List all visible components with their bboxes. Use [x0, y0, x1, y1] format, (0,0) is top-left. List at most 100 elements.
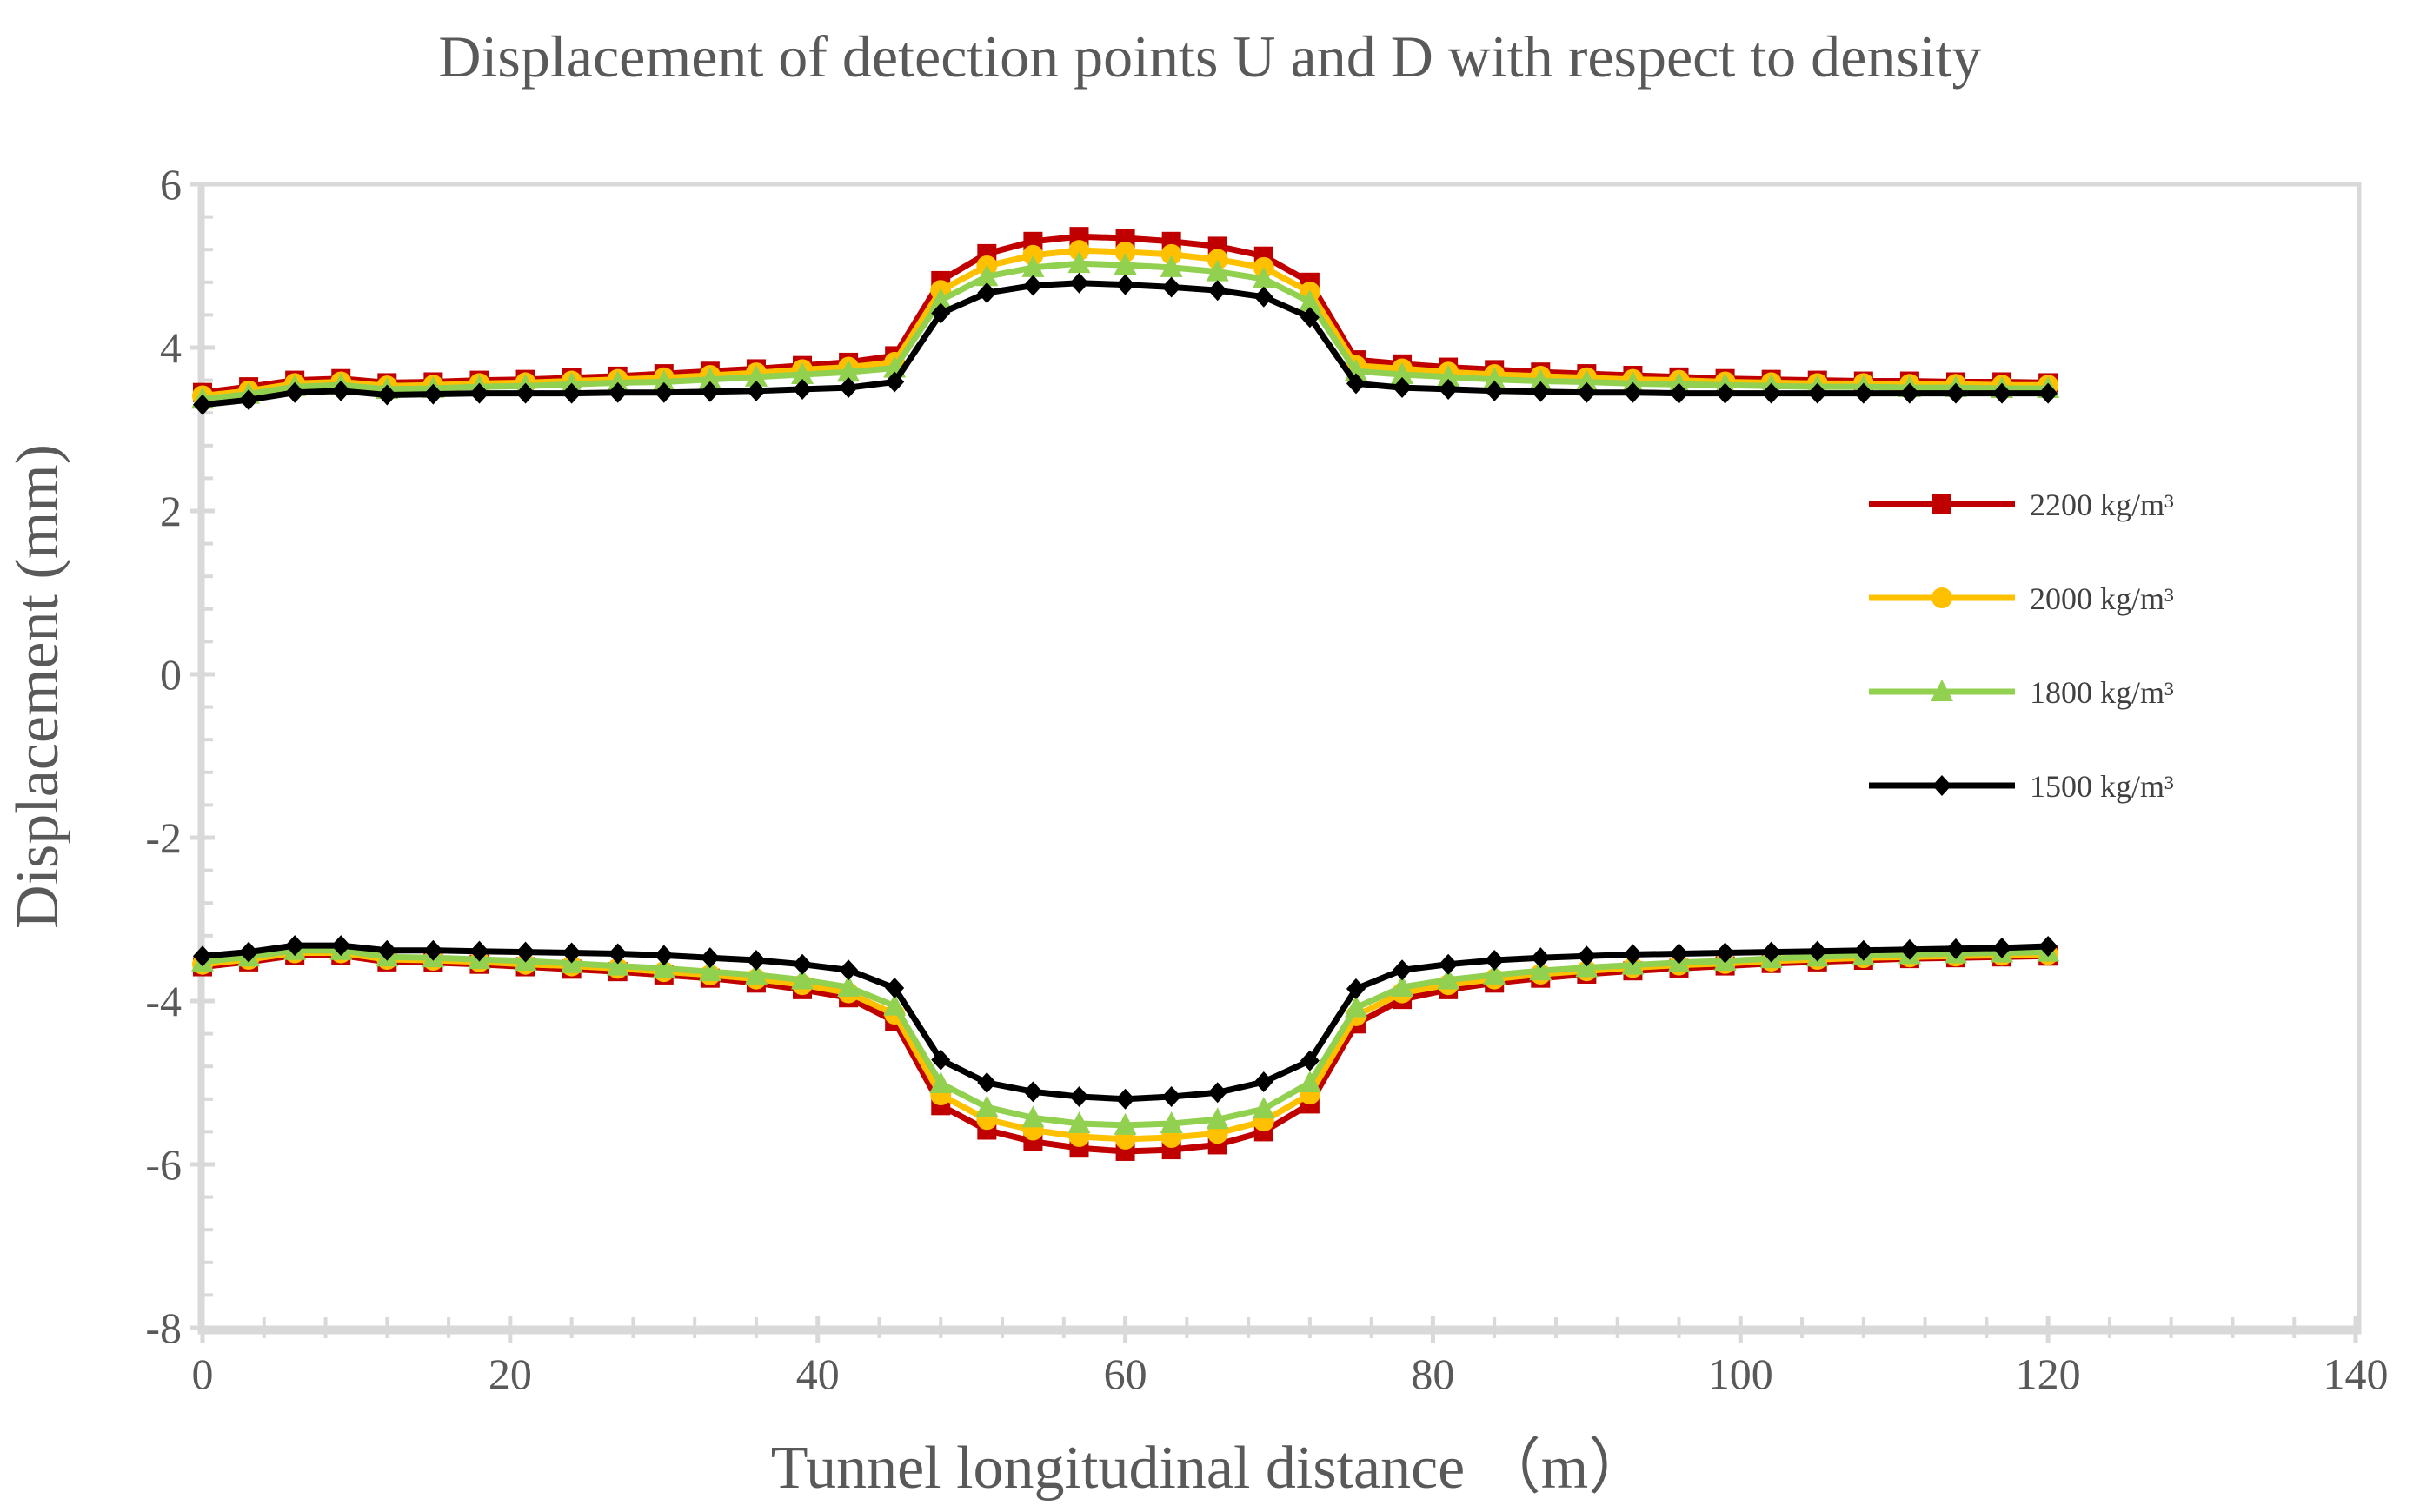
legend-marker: [1931, 587, 1952, 608]
data-point-upper: [608, 381, 628, 403]
data-point-upper: [285, 381, 305, 403]
data-point-lower: [744, 962, 768, 985]
data-point-lower: [423, 939, 443, 961]
data-point-upper: [331, 380, 351, 401]
data-point-lower: [977, 1072, 997, 1093]
data-point-upper: [698, 367, 721, 389]
data-point-lower: [1252, 1097, 1275, 1119]
data-point-lower: [1206, 1107, 1229, 1130]
legend-item: 2200 kg/m³: [1869, 487, 2174, 522]
series-3: [193, 272, 2058, 1110]
data-point-upper: [1021, 255, 1045, 277]
y-tick-label: -2: [145, 813, 182, 862]
data-point-upper: [700, 381, 720, 402]
data-point-upper: [515, 382, 535, 404]
data-point-lower: [1669, 943, 1689, 965]
data-point-lower: [1439, 953, 1459, 975]
data-point-upper: [1023, 275, 1043, 296]
data-point-lower: [837, 975, 861, 998]
data-point-upper: [1253, 286, 1273, 308]
data-point-upper: [1577, 381, 1597, 403]
data-point-upper: [1346, 373, 1366, 395]
data-point-upper: [1623, 381, 1643, 403]
data-point-upper: [1529, 368, 1552, 391]
data-point-lower: [929, 1071, 953, 1093]
x-tick-label: 100: [1708, 1350, 1773, 1398]
data-point-upper: [193, 394, 212, 415]
data-point-upper: [1298, 289, 1321, 312]
data-point-upper: [1669, 382, 1689, 404]
legend-label: 1500 kg/m³: [2030, 769, 2174, 804]
data-point-lower: [791, 967, 814, 990]
data-point-lower: [515, 941, 535, 963]
y-tick-label: 4: [160, 323, 182, 372]
data-point-lower: [608, 943, 628, 965]
data-point-lower: [2038, 936, 2058, 958]
data-point-lower: [1853, 939, 1873, 961]
data-point-lower: [1023, 1081, 1043, 1103]
data-point-lower: [193, 945, 212, 967]
x-tick-label: 40: [796, 1350, 840, 1398]
data-point-upper: [1807, 382, 1827, 404]
data-point-lower: [1483, 962, 1506, 985]
data-point-upper: [1483, 367, 1506, 389]
data-point-upper: [1575, 369, 1599, 392]
series-layer: [191, 227, 2060, 1161]
data-point-upper: [977, 282, 997, 304]
data-point-lower: [931, 1049, 951, 1071]
data-point-upper: [1391, 362, 1414, 385]
data-point-upper: [469, 382, 489, 404]
legend-label: 2200 kg/m³: [2030, 487, 2174, 522]
data-point-lower: [883, 993, 907, 1016]
data-point-upper: [1252, 267, 1275, 289]
data-point-upper: [239, 389, 259, 411]
data-point-lower: [562, 942, 582, 964]
data-point-lower: [1344, 995, 1367, 1018]
data-point-lower: [652, 956, 675, 978]
data-point-upper: [793, 378, 813, 400]
data-point-lower: [793, 953, 813, 975]
data-point-lower: [1300, 1050, 1320, 1071]
data-point-upper: [1207, 280, 1227, 302]
data-point-upper: [975, 264, 999, 287]
data-point-upper: [1853, 382, 1873, 404]
data-point-upper: [744, 364, 768, 387]
data-point-upper: [1393, 377, 1413, 399]
legend-item: 1500 kg/m³: [1869, 769, 2174, 804]
data-point-lower: [1531, 947, 1551, 969]
data-point-upper: [791, 362, 814, 385]
y-axis-title: Displacement (mm): [4, 444, 71, 929]
x-axis: 0 20 40 60 80 100 120 140: [192, 1316, 2389, 1398]
legend: 2200 kg/m³ 2000 kg/m³ 1800 kg/m³ 1500 kg/m³: [1869, 487, 2174, 804]
data-point-upper: [931, 302, 951, 324]
data-point-upper: [1160, 243, 1182, 265]
x-tick-label: 60: [1104, 1350, 1147, 1398]
data-point-lower: [1115, 1088, 1135, 1110]
data-point-upper: [1207, 249, 1228, 270]
data-point-lower: [1577, 945, 1597, 967]
data-point-upper: [1115, 274, 1135, 295]
legend-label: 2000 kg/m³: [2030, 581, 2174, 616]
legend-label: 1800 kg/m³: [2030, 675, 2174, 710]
data-point-upper: [1067, 251, 1091, 274]
data-point-upper: [1114, 242, 1136, 263]
data-point-upper: [606, 370, 629, 393]
data-point-upper: [1160, 255, 1183, 277]
data-point-lower: [1069, 1085, 1089, 1107]
data-point-upper: [1022, 244, 1044, 266]
data-point-lower: [1298, 1071, 1321, 1092]
data-point-lower: [839, 959, 859, 981]
data-point-upper: [885, 371, 905, 393]
data-point-upper: [1439, 378, 1459, 400]
data-point-upper: [1761, 382, 1781, 404]
data-point-upper: [1069, 272, 1089, 294]
data-point-lower: [1623, 944, 1643, 965]
data-point-lower: [606, 953, 629, 976]
x-tick-label: 140: [2324, 1350, 2389, 1398]
data-point-lower: [1161, 1085, 1181, 1107]
chart-title: Displacement of detection points U and D…: [438, 23, 1981, 90]
data-point-upper: [377, 384, 397, 406]
data-point-upper: [1114, 253, 1137, 275]
